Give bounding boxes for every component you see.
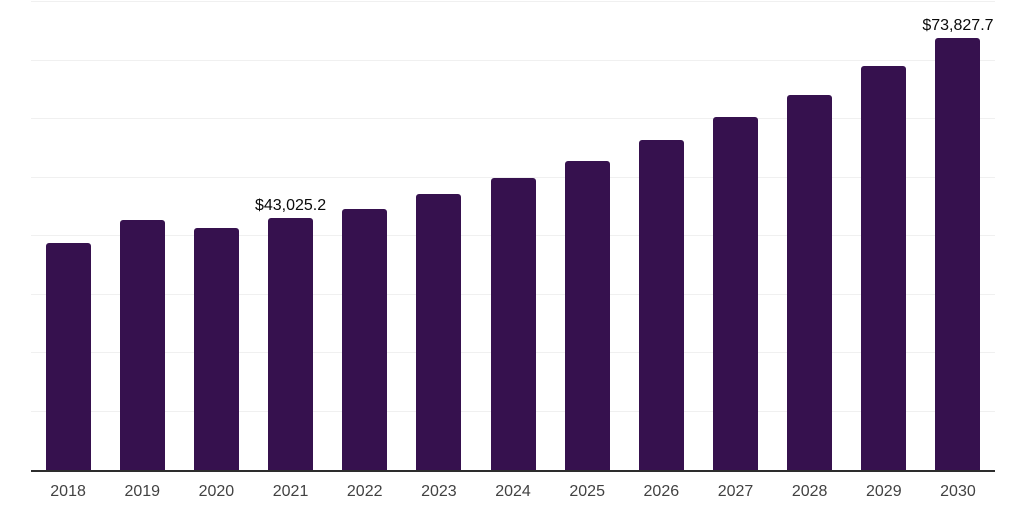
bar-slot-2027 — [698, 2, 772, 470]
data-label-2021: $43,025.2 — [254, 197, 327, 215]
bar-slot-2029 — [847, 2, 921, 470]
bar-slot-2023 — [402, 2, 476, 470]
bar-2022[interactable] — [342, 209, 388, 470]
bar-2030[interactable]: $73,827.7 — [922, 18, 994, 470]
bar-2029[interactable] — [861, 65, 907, 470]
bar-2020[interactable] — [193, 228, 239, 470]
bar-2021[interactable]: $43,025.2 — [255, 198, 326, 470]
bar-2024[interactable] — [490, 178, 536, 470]
bar-slot-2026 — [624, 2, 698, 470]
x-tick-2029: 2029 — [866, 483, 902, 500]
x-tick-2023: 2023 — [421, 483, 457, 500]
x-axis-labels: 2018 2019 2020 2021 2022 2023 2024 2025 2026 2027… — [31, 484, 995, 500]
x-tick-2020: 2020 — [198, 483, 235, 500]
bars-container: $43,025.2 $73,827.7 — [31, 2, 995, 470]
bar-2027[interactable] — [712, 117, 758, 470]
bar-2026[interactable] — [638, 140, 684, 470]
gridline-50000 — [31, 176, 995, 178]
data-label-2030: $73,827.7 — [922, 17, 994, 35]
gridline-70000 — [31, 59, 995, 61]
gridline-60000 — [31, 118, 995, 119]
bar-slot-2018 — [31, 2, 105, 470]
bar-slot-2024 — [476, 2, 550, 470]
bar-slot-2019 — [105, 2, 179, 470]
bar-2019[interactable] — [119, 220, 165, 470]
bar-slot-2028 — [773, 2, 847, 470]
bar-slot-2030: $73,827.7 — [921, 2, 995, 470]
x-tick-2022: 2022 — [346, 483, 383, 500]
bar-slot-2025 — [550, 2, 624, 470]
x-tick-2019: 2019 — [124, 483, 161, 500]
x-tick-2024: 2024 — [495, 483, 531, 500]
bar-slot-2022 — [328, 2, 402, 470]
bar-2023[interactable] — [416, 193, 462, 470]
x-tick-2025: 2025 — [569, 483, 605, 500]
bar-2018[interactable] — [45, 243, 91, 470]
x-tick-2030: 2030 — [940, 483, 976, 500]
bar-slot-2021: $43,025.2 — [253, 2, 327, 470]
x-tick-2027: 2027 — [717, 483, 754, 500]
bar-2025[interactable] — [564, 160, 610, 470]
x-tick-2028: 2028 — [791, 483, 828, 500]
bar-slot-2020 — [179, 2, 253, 470]
x-tick-2021: 2021 — [272, 483, 309, 500]
x-axis-line — [31, 470, 995, 472]
x-tick-2026: 2026 — [643, 483, 680, 500]
gridline-80000 — [31, 1, 995, 2]
plot-area: $43,025.2 $73,827.7 — [31, 1, 995, 470]
bar-2028[interactable] — [787, 95, 833, 470]
x-tick-2018: 2018 — [50, 483, 86, 500]
